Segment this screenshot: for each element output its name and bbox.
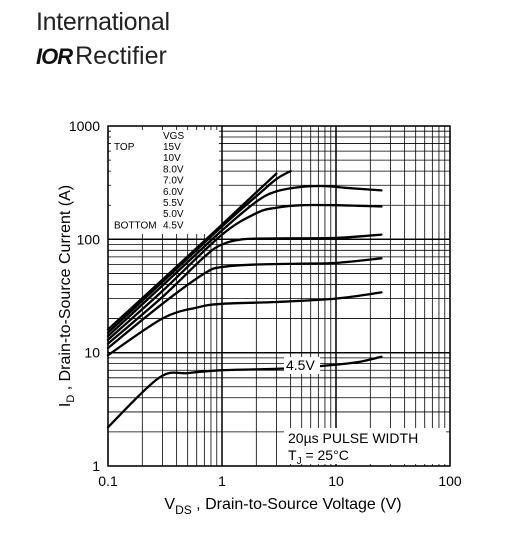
plot-frame <box>107 125 451 467</box>
y-axis-label: ID , Drain-to-Source Current (A) <box>57 185 77 407</box>
series-line-5-0V <box>106 291 383 357</box>
series-line-15V <box>106 172 278 331</box>
series-line-8-0V <box>106 184 383 338</box>
x-axis-label: VDS , Drain-to-Source Voltage (V) <box>164 496 401 517</box>
x-tick-label: 10 <box>328 473 344 489</box>
y-tick-label: 10 <box>84 345 100 361</box>
x-axis-label-rest: , Drain-to-Source Voltage (V) <box>192 496 402 513</box>
junction-temperature-annotation: TJ = 25°C <box>288 447 349 467</box>
curve-annotation-background <box>284 357 320 374</box>
legend-entry: 4.5V <box>163 220 184 231</box>
legend-entry: 6.0V <box>163 187 184 198</box>
brand-word-rectifier: Rectifier <box>75 42 167 70</box>
x-tick-label: 1 <box>218 473 226 489</box>
legend-background <box>111 130 219 234</box>
legend-entry: 15V <box>163 142 181 153</box>
curve-annotation-4-5v: 4.5V <box>286 357 315 373</box>
series-line-7-0V <box>106 203 383 341</box>
x-axis-label-sub: DS <box>175 503 192 517</box>
y-axis-label-sub: D <box>65 395 77 403</box>
x-axis-label-main: V <box>164 496 175 513</box>
x-tick-label: 100 <box>438 473 462 489</box>
tj-rest: = 25°C <box>302 447 349 463</box>
y-tick-labels: 1 10 100 1000 <box>69 118 100 474</box>
series-curves <box>106 169 383 429</box>
legend-header: VGS <box>163 131 184 142</box>
ior-logo-mark: IOR <box>36 44 73 69</box>
y-axis-label-main: I <box>57 403 74 407</box>
brand-line-2: IOR Rectifier <box>36 42 167 71</box>
legend-entry: 10V <box>163 153 181 164</box>
pulse-width-annotation: 20µs PULSE WIDTH <box>288 430 418 446</box>
legend-entry: 7.0V <box>163 176 184 187</box>
series-line-6-0V <box>106 233 383 345</box>
legend-bottom-label: BOTTOM <box>114 220 157 231</box>
tj-main: T <box>288 447 297 463</box>
y-tick-label: 1 <box>92 458 100 474</box>
y-tick-label: 100 <box>77 231 101 247</box>
legend-entry: 5.5V <box>163 198 184 209</box>
brand-line-1: International <box>36 8 170 36</box>
y-axis-label-rest: , Drain-to-Source Current (A) <box>57 185 74 395</box>
x-tick-labels: 0.1 1 10 100 <box>98 473 462 489</box>
y-tick-label: 1000 <box>69 118 100 134</box>
series-line-4-5V <box>106 355 383 429</box>
legend-entry: 5.0V <box>163 209 184 220</box>
x-tick-label: 0.1 <box>98 473 118 489</box>
legend-top-label: TOP <box>114 142 135 153</box>
company-logo: International IOR Rectifier <box>36 8 170 70</box>
series-line-10V <box>106 169 292 334</box>
pulse-annotation-background <box>284 428 446 464</box>
series-line-5-5V <box>106 257 383 350</box>
legend-entry: 8.0V <box>163 164 184 175</box>
tj-sub: J <box>297 456 302 467</box>
